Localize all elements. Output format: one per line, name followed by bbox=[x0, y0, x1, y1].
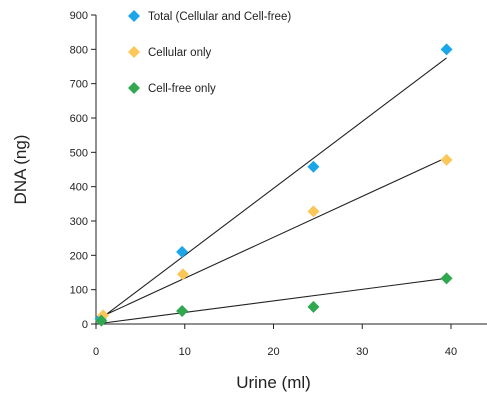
y-tick-label: 800 bbox=[70, 44, 88, 56]
x-tick-label: 20 bbox=[267, 346, 279, 358]
legend-marker-series-2 bbox=[128, 46, 140, 58]
x-tick-label: 0 bbox=[93, 346, 99, 358]
data-point-series-3 bbox=[95, 314, 108, 327]
legend-label-series-3: Cell-free only bbox=[148, 83, 216, 95]
y-tick-label: 300 bbox=[70, 216, 88, 228]
fit-line-series-1 bbox=[100, 57, 447, 320]
data-point-series-2 bbox=[440, 153, 453, 166]
data-point-series-1 bbox=[440, 43, 453, 56]
legend-label-series-2: Cellular only bbox=[148, 47, 212, 59]
axes: 0 100 200 300 400 500 600 700 800 900 0 10 20 30 40 bbox=[70, 10, 487, 358]
y-tick-label: 200 bbox=[70, 250, 88, 262]
y-tick-label: 100 bbox=[70, 285, 88, 297]
y-tick-label: 500 bbox=[70, 147, 88, 159]
data-point-series-3 bbox=[440, 272, 453, 285]
data-point-series-3 bbox=[307, 300, 320, 313]
y-axis-title: DNA (ng) bbox=[11, 135, 30, 205]
y-tick-label: 400 bbox=[70, 182, 88, 194]
y-tick-label: 600 bbox=[70, 113, 88, 125]
data-point-series-1 bbox=[307, 160, 320, 173]
data-point-series-3 bbox=[176, 304, 189, 317]
fit-line-series-3 bbox=[95, 277, 447, 325]
legend: Total (Cellular and Cell-free) Cellular o… bbox=[128, 10, 291, 95]
legend-marker-series-3 bbox=[128, 82, 140, 94]
y-tick-label: 700 bbox=[70, 79, 88, 91]
x-axis-title: Urine (ml) bbox=[236, 373, 311, 392]
data-points bbox=[94, 43, 453, 327]
data-point-series-1 bbox=[176, 245, 189, 258]
x-tick-label: 40 bbox=[445, 346, 457, 358]
y-tick-label: 0 bbox=[82, 319, 88, 331]
y-tick-label: 900 bbox=[70, 10, 88, 22]
fit-lines bbox=[95, 57, 447, 325]
data-point-series-2 bbox=[176, 268, 189, 281]
legend-label-series-1: Total (Cellular and Cell-free) bbox=[148, 11, 291, 23]
x-tick-label: 30 bbox=[356, 346, 368, 358]
x-tick-label: 10 bbox=[179, 346, 191, 358]
fit-line-series-2 bbox=[100, 156, 447, 318]
legend-marker-series-1 bbox=[128, 10, 140, 22]
data-point-series-2 bbox=[307, 205, 320, 218]
